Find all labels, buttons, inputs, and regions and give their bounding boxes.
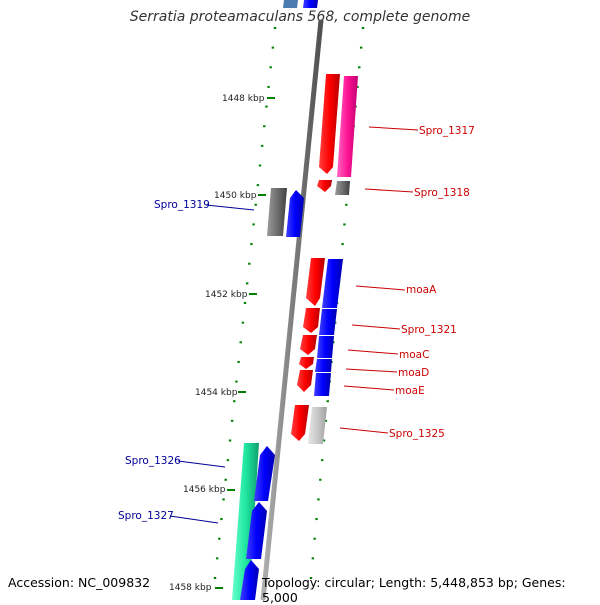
genome-backbone [260,19,324,600]
gene-label-spro-1317[interactable]: Spro_1317 [419,125,475,137]
gene-label-spro-1321[interactable]: Spro_1321 [401,324,457,336]
scale-labels: 1448 kbp 1450 kbp 1452 kbp 1454 kbp 1456… [169,94,265,593]
gene-spro-1326 [232,443,259,600]
gene-label-moaE[interactable]: moaE [395,385,425,397]
scale-label: 1450 kbp [214,191,257,201]
gene-label-spro-1326[interactable]: Spro_1326 [125,455,181,467]
topology-text: Topology: circular; Length: 5,448,853 bp… [262,575,566,605]
accession-text: Accession: NC_009832 [8,575,151,590]
gene-label-spro-1325[interactable]: Spro_1325 [389,428,445,440]
gene-moaD[interactable] [299,357,314,369]
gene-moaE[interactable] [297,370,313,392]
gene-moaC[interactable] [300,335,317,355]
gene-spro-1317b[interactable] [337,76,358,177]
gene-spro-1318[interactable] [317,180,332,192]
gene-moaA-b[interactable] [322,259,343,308]
gene-label-moaC[interactable]: moaC [399,349,429,361]
gene-label-spro-1327[interactable]: Spro_1327 [118,510,174,522]
gene-spro-1326b[interactable] [254,446,275,501]
gene-spro-1321[interactable] [303,308,320,333]
gene-spro-1321b[interactable] [319,309,337,335]
map-title: Serratia proteamaculans 568, complete ge… [129,9,471,25]
gene-spro-1325b[interactable] [308,407,327,444]
gene-moaE-b[interactable] [314,373,331,396]
gene-spro-1317[interactable] [319,74,340,174]
gene-partial-top[interactable] [303,0,318,8]
gene-label-moaA[interactable]: moaA [406,284,437,296]
leader-lines [169,126,419,524]
gene-spro-1318b[interactable] [335,181,350,195]
gene-spro-1319 [267,188,287,236]
gene-moaD-b[interactable] [315,359,332,372]
gene-spro-1327b[interactable] [246,502,267,559]
scale-label: 1452 kbp [205,290,248,300]
gene-partial-bottom[interactable] [240,560,259,600]
inner-dotted-ring [213,27,277,579]
scale-label: 1458 kbp [169,583,212,593]
gene-spro-1319b[interactable] [286,190,304,237]
scale-ticks [215,97,275,589]
scale-label: 1456 kbp [183,485,226,495]
scale-label: 1448 kbp [222,94,265,104]
gene-partial-top[interactable] [283,0,298,8]
gene-label-spro-1319[interactable]: Spro_1319 [154,199,210,211]
gene-label-moaD[interactable]: moaD [398,367,429,379]
gene-moaC-b[interactable] [317,336,334,358]
gene-moaA[interactable] [306,258,325,306]
scale-label: 1454 kbp [195,388,238,398]
gene-label-spro-1318[interactable]: Spro_1318 [414,187,470,199]
gene-spro-1325[interactable] [291,405,309,441]
